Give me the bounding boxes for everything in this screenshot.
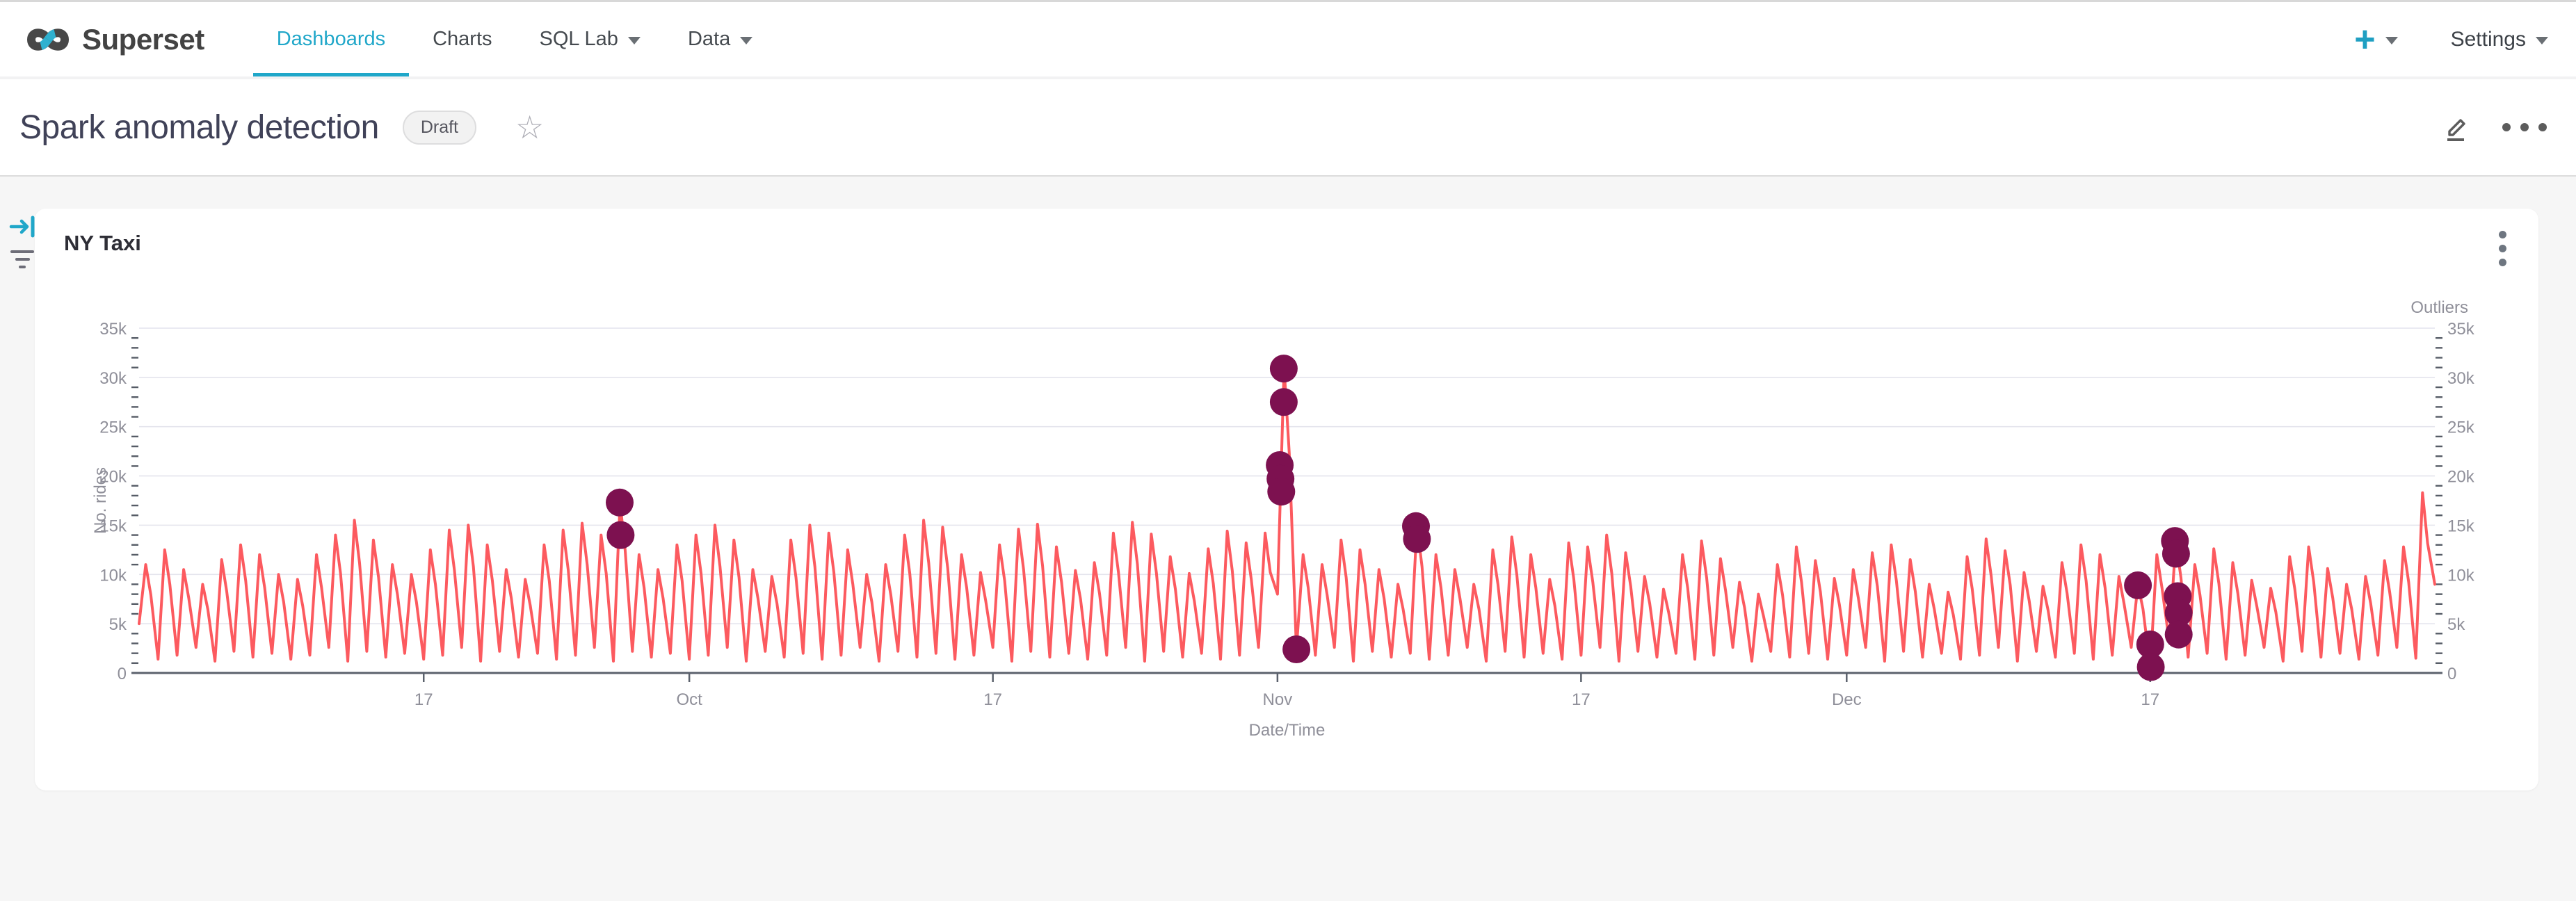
active-tab-indicator [252, 73, 410, 76]
superset-brand[interactable]: Superset [25, 23, 204, 56]
axis-label: Date/Time [1249, 721, 1326, 740]
window-top-border [0, 0, 2576, 2]
chevron-down-icon [2536, 37, 2548, 44]
outlier-point[interactable] [1403, 525, 1431, 553]
settings-label: Settings [2450, 27, 2526, 51]
nav-item-sql-lab[interactable]: SQL Lab [516, 2, 664, 76]
axis-label: 17 [2141, 690, 2159, 709]
axis-label: 10k [99, 566, 127, 585]
navbar: Superset Dashboards Charts SQL Lab Data … [0, 2, 2576, 76]
navbar-divider [0, 76, 2576, 79]
outlier-point[interactable] [2136, 653, 2165, 681]
axis-label: 17 [414, 690, 433, 709]
new-item-button[interactable]: + [2354, 19, 2398, 60]
navbar-right: + Settings [2354, 22, 2548, 58]
chart-kebab-menu-icon[interactable] [2495, 227, 2511, 270]
axis-label: 0 [118, 665, 127, 683]
chevron-down-icon [740, 37, 753, 44]
axis-label: 5k [2447, 615, 2465, 634]
chart-card: 17 Oct 17 Nov 17 Dec 17 Date/Time 0 0 5k 5k 10k 10k 15… [35, 209, 2538, 790]
nav-menu: Dashboards Charts SQL Lab Data [252, 2, 776, 76]
settings-menu[interactable]: Settings [2451, 28, 2548, 51]
axis-label: Nov [1263, 690, 1293, 709]
axis-label: 15k [2447, 517, 2475, 535]
outlier-point[interactable] [1269, 355, 1298, 383]
favorite-star-icon[interactable]: ☆ [515, 109, 545, 145]
axis-label: 30k [2447, 369, 2475, 388]
axis-label: Oct [676, 690, 702, 709]
outlier-point[interactable] [2162, 539, 2190, 568]
outlier-point[interactable] [2124, 571, 2152, 599]
nav-item-data[interactable]: Data [664, 2, 776, 76]
outlier-point[interactable] [2164, 620, 2193, 649]
axis-label: 30k [99, 369, 127, 388]
nav-item-label: SQL Lab [539, 28, 618, 50]
header-actions [2441, 111, 2547, 143]
edit-icon[interactable] [2441, 111, 2473, 143]
chevron-down-icon [2385, 37, 2398, 44]
nav-item-label: Dashboards [276, 28, 386, 50]
outlier-point[interactable] [1267, 478, 1296, 506]
chevron-down-icon [627, 37, 641, 44]
axis-label: 0 [2447, 665, 2456, 683]
brand-name: Superset [82, 22, 204, 56]
outlier-point[interactable] [606, 488, 634, 517]
plus-icon: + [2354, 19, 2376, 60]
outlier-point[interactable] [1282, 635, 1311, 663]
axis-label: Outliers [2410, 298, 2468, 317]
axis-label: 15k [99, 517, 127, 535]
axis-label: 25k [2447, 419, 2475, 437]
page-title: Spark anomaly detection [19, 108, 379, 146]
axis-label: 5k [109, 615, 127, 634]
axis-label: 25k [99, 419, 127, 437]
outlier-point[interactable] [2164, 599, 2193, 627]
axis-label: 10k [2447, 566, 2475, 585]
expand-filter-bar-icon[interactable] [8, 214, 39, 239]
dashboard-header: Spark anomaly detection Draft ☆ [0, 79, 2576, 177]
status-badge: Draft [402, 110, 476, 145]
axis-label: No. rides [91, 467, 110, 534]
nav-item-charts[interactable]: Charts [409, 2, 515, 76]
nav-item-label: Charts [433, 28, 492, 50]
axis-label: 35k [99, 320, 127, 339]
axis-label: 20k [2447, 468, 2475, 487]
axis-label: Dec [1832, 690, 1862, 709]
axis-label: 35k [2447, 320, 2475, 339]
nav-item-label: Data [687, 28, 731, 50]
outlier-point[interactable] [606, 521, 635, 549]
more-options-icon[interactable] [2502, 123, 2547, 131]
outlier-point[interactable] [1269, 388, 1298, 416]
outlier-point[interactable] [2136, 630, 2164, 658]
axis-label: 20k [99, 468, 127, 487]
nav-item-dashboards[interactable]: Dashboards [252, 2, 410, 76]
superset-logo-icon [26, 28, 70, 51]
chart-title: NY Taxi [64, 231, 141, 255]
axis-label: 17 [983, 690, 1002, 709]
axis-label: 17 [1572, 690, 1591, 709]
nytaxi-timeseries-chart[interactable]: 17 Oct 17 Nov 17 Dec 17 Date/Time 0 0 5k 5k 10k 10k 15… [35, 209, 2538, 790]
filter-list-icon[interactable] [8, 250, 36, 273]
